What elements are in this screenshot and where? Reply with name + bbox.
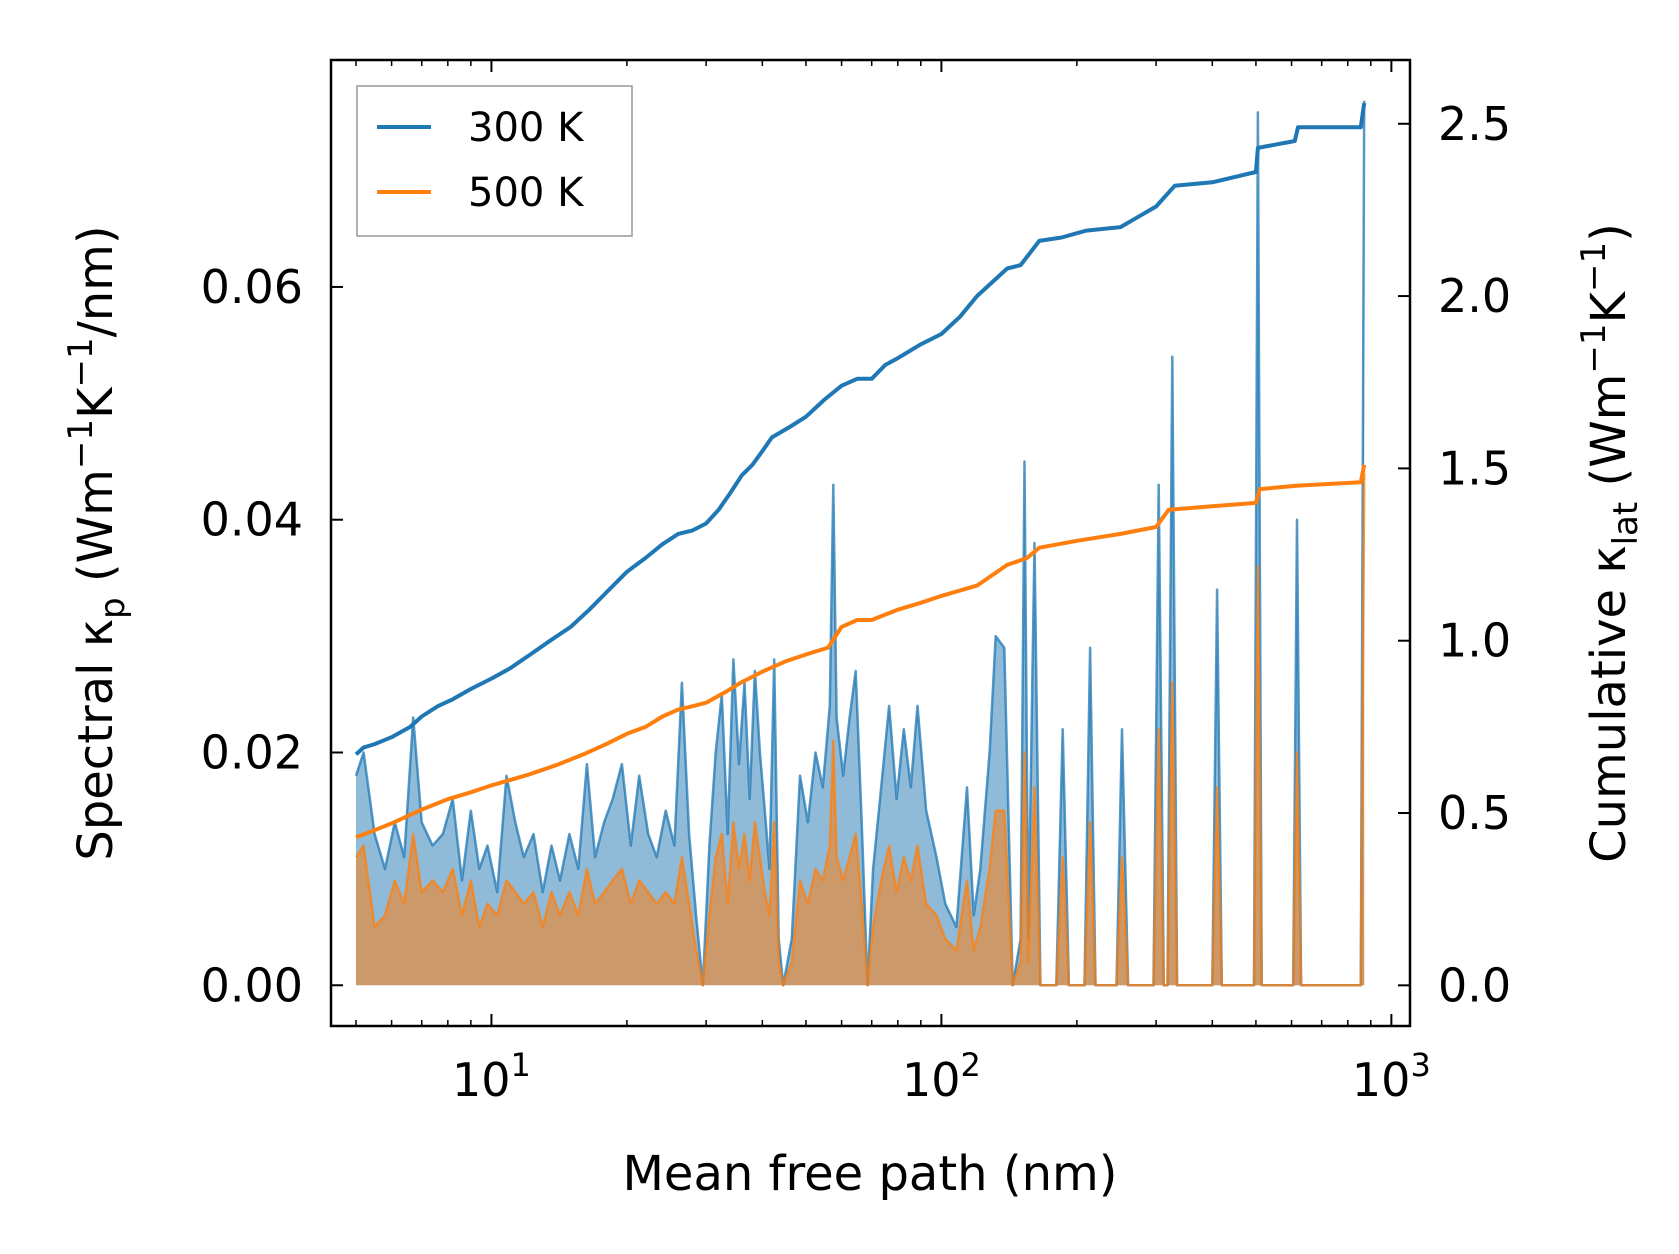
y-right-tick-label: 2.0 [1438,269,1511,323]
cumulative-line-group [354,102,1367,839]
y-left-tick-label: 0.02 [201,725,303,779]
y-right-axis-label: Cumulative κlat (Wm−1K−1) [1574,223,1646,863]
spectral-area-500k [356,473,1365,986]
y-right-tick-label: 0.5 [1438,786,1511,840]
legend: 300 K 500 K [356,85,633,237]
cumulative-line-500k [355,464,1367,839]
legend-box [356,85,633,237]
y-right-tick-label: 2.5 [1438,97,1511,151]
spectral-line-500k [354,473,1366,987]
x-tick-label: 103 [1352,1046,1431,1107]
x-tick-label: 101 [452,1046,531,1107]
y-left-tick-label: 0.06 [201,260,303,314]
y-left-tick-label: 0.00 [201,958,303,1012]
x-tick-group: 101 102 103 [355,60,1431,1107]
y-left-tick-label: 0.04 [201,493,303,547]
y-right-tick-label: 1.0 [1438,614,1511,668]
spectral-line-group [354,100,1366,987]
y-left-axis-label: Spectral κp (Wm−1K−1/nm) [61,225,133,860]
y-left-tick-group: 0.00 0.02 0.04 0.06 [201,260,343,1012]
x-tick-label: 102 [902,1046,981,1107]
y-right-tick-label: 1.5 [1438,441,1511,495]
y-right-tick-label: 0.0 [1438,958,1511,1012]
plot-frame [329,58,1412,1028]
y-right-tick-group: 0.0 0.5 1.0 1.5 2.0 2.5 [1398,97,1511,1012]
legend-label-300k: 300 K [468,105,585,151]
cumulative-line-300k [354,102,1367,756]
legend-label-500k: 500 K [468,170,585,216]
x-axis-label: Mean free path (nm) [623,1146,1118,1202]
